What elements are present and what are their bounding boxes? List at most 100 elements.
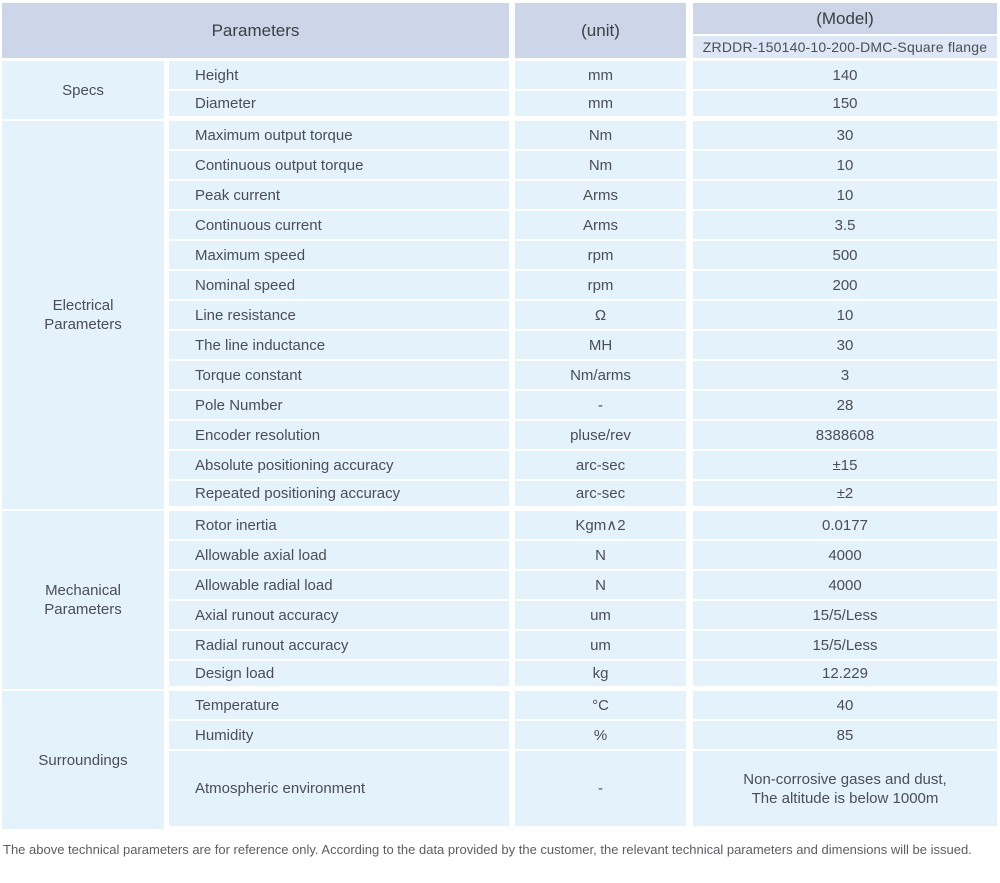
spec-table: Parameters (unit) (Model) ZRDDR-150140-1…: [2, 3, 997, 831]
parameter-cell: Continuous output torque: [169, 151, 515, 181]
value-cell: 150: [693, 91, 997, 121]
value-cell: 10: [693, 151, 997, 181]
value-cell: 12.229: [693, 661, 997, 691]
value-cell: 140: [693, 61, 997, 91]
table-row: Specs Height mm 140: [2, 61, 997, 121]
parameter-cell: The line inductance: [169, 331, 515, 361]
value-cell: 28: [693, 391, 997, 421]
value-line: Non-corrosive gases and dust,: [743, 770, 947, 788]
parameter-cell: Allowable axial load: [169, 541, 515, 571]
value-cell: Non-corrosive gases and dust, The altitud…: [693, 751, 997, 831]
unit-cell: kg: [515, 661, 693, 691]
value-cell: 40: [693, 691, 997, 721]
unit-cell: -: [515, 751, 693, 831]
parameters-header: Parameters: [2, 3, 515, 61]
value-cell: 0.0177: [693, 511, 997, 541]
value-cell: 4000: [693, 571, 997, 601]
value-cell: 200: [693, 271, 997, 301]
parameter-cell: Atmospheric environment: [169, 751, 515, 831]
table-row: Absolute positioning accuracy arc-sec ±15: [2, 451, 997, 481]
value-cell: 4000: [693, 541, 997, 571]
value-cell: 30: [693, 331, 997, 361]
value-cell: 500: [693, 241, 997, 271]
unit-cell: mm: [515, 61, 693, 91]
table-row: Torque constant Nm/arms 3: [2, 361, 997, 391]
table-row: Peak current Arms 10: [2, 181, 997, 211]
table-row: Pole Number -28: [2, 391, 997, 421]
unit-cell: °C: [515, 691, 693, 721]
unit-cell: pluse/rev: [515, 421, 693, 451]
table-row: Atmospheric environment - Non-corrosive ga…: [2, 751, 997, 831]
table-row: Design load kg 12.229: [2, 661, 997, 691]
table-row: Line resistance Ω 10: [2, 301, 997, 331]
table-row: Radial runout accuracy um 15/5/Less: [2, 631, 997, 661]
model-header: (Model): [693, 3, 997, 36]
parameter-cell: Rotor inertia: [169, 511, 515, 541]
table-row: Surroundings Temperature °C 40: [2, 691, 997, 831]
unit-cell: Nm: [515, 151, 693, 181]
parameter-cell: Torque constant: [169, 361, 515, 391]
table-row: Electrical Parameters Maximum output torq…: [2, 121, 997, 511]
section-label-cell: Specs: [2, 61, 169, 121]
table-row: Continuous output torque Nm 10: [2, 151, 997, 181]
value-cell: ±2: [693, 481, 997, 511]
table-row: Diameter mm 150: [2, 91, 997, 121]
unit-cell: Kgm∧2: [515, 511, 693, 541]
table-row: Allowable radial load N 4000: [2, 571, 997, 601]
value-cell: 10: [693, 301, 997, 331]
value-line: The altitude is below 1000m: [751, 789, 939, 807]
section-label-cell: Surroundings: [2, 691, 169, 831]
value-cell: 8388608: [693, 421, 997, 451]
value-cell: 3.5: [693, 211, 997, 241]
unit-cell: N: [515, 541, 693, 571]
table-header: Parameters (unit) (Model) ZRDDR-150140-1…: [2, 3, 997, 61]
parameter-cell: Radial runout accuracy: [169, 631, 515, 661]
parameter-cell: Continuous current: [169, 211, 515, 241]
section-label-cell: Mechanical Parameters: [2, 511, 169, 691]
unit-cell: arc-sec: [515, 451, 693, 481]
parameter-cell: Maximum output torque: [169, 121, 515, 151]
unit-cell: %: [515, 721, 693, 751]
parameter-cell: Nominal speed: [169, 271, 515, 301]
table-row: Encoder resolution pluse/rev 8388608: [2, 421, 997, 451]
unit-cell: rpm: [515, 241, 693, 271]
unit-cell: N: [515, 571, 693, 601]
parameter-cell: Temperature: [169, 691, 515, 721]
table-row: Axial runout accuracy um 15/5/Less: [2, 601, 997, 631]
parameter-cell: Design load: [169, 661, 515, 691]
unit-cell: um: [515, 631, 693, 661]
table-row: The line inductance MH 30: [2, 331, 997, 361]
parameter-cell: Peak current: [169, 181, 515, 211]
parameter-cell: Pole Number: [169, 391, 515, 421]
table-row: Humidity% 85: [2, 721, 997, 751]
unit-cell: um: [515, 601, 693, 631]
unit-cell: Arms: [515, 211, 693, 241]
parameter-cell: Encoder resolution: [169, 421, 515, 451]
table-row: Maximum speed rpm 500: [2, 241, 997, 271]
parameter-cell: Maximum speed: [169, 241, 515, 271]
unit-header: (unit): [515, 3, 693, 61]
table-row: Repeated positioning accuracy arc-sec ±2: [2, 481, 997, 511]
unit-cell: mm: [515, 91, 693, 121]
parameter-cell: Absolute positioning accuracy: [169, 451, 515, 481]
unit-cell: Ω: [515, 301, 693, 331]
unit-cell: arc-sec: [515, 481, 693, 511]
unit-cell: MH: [515, 331, 693, 361]
table-body: Specs Height mm 140 Diameter mm 150 Electrical …: [2, 61, 997, 831]
unit-cell: rpm: [515, 271, 693, 301]
table-row: Mechanical Parameters Rotor inertia Kgm∧2 0…: [2, 511, 997, 691]
parameter-cell: Allowable radial load: [169, 571, 515, 601]
model-number: ZRDDR-150140-10-200-DMC-Square flange: [693, 36, 997, 61]
section-label-cell: Electrical Parameters: [2, 121, 169, 511]
unit-cell: Arms: [515, 181, 693, 211]
value-cell: ±15: [693, 451, 997, 481]
value-cell: 15/5/Less: [693, 601, 997, 631]
unit-cell: Nm: [515, 121, 693, 151]
parameter-cell: Axial runout accuracy: [169, 601, 515, 631]
parameter-cell: Line resistance: [169, 301, 515, 331]
value-cell: 15/5/Less: [693, 631, 997, 661]
parameter-cell: Humidity: [169, 721, 515, 751]
value-cell: 10: [693, 181, 997, 211]
value-cell: 85: [693, 721, 997, 751]
